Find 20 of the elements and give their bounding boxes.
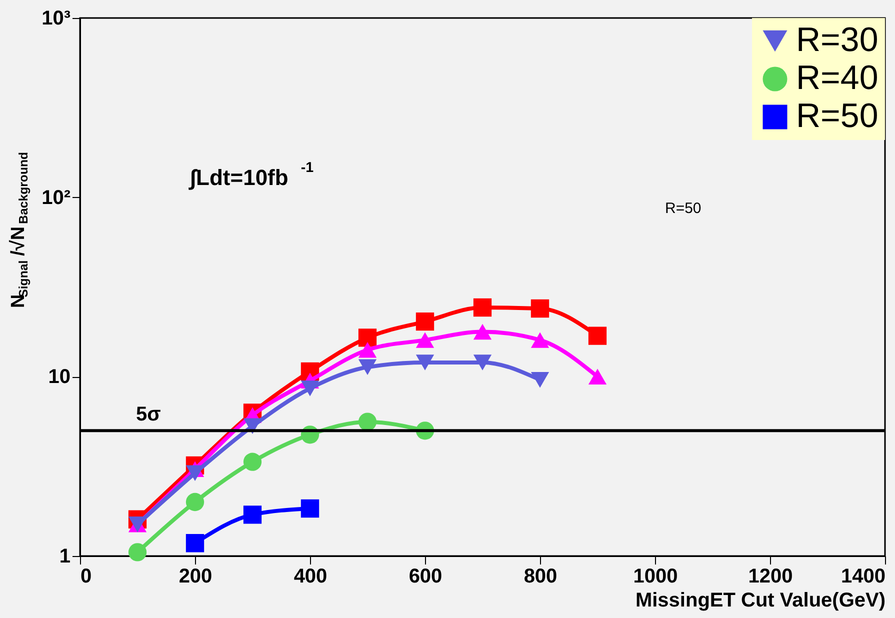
x-tick-label: 600: [408, 566, 442, 588]
x-tick-label: 1200: [748, 566, 793, 588]
legend-label: R=40: [796, 59, 878, 97]
x-tick-label: 200: [178, 566, 212, 588]
legend-label: R=50: [796, 97, 878, 135]
x-tick-label: 1000: [633, 566, 678, 588]
y-tick-label: 1: [59, 546, 70, 568]
y-tick-label: 10³: [42, 8, 71, 30]
x-axis-title: MissingET Cut Value(GeV): [635, 590, 886, 612]
y-axis-title: NSignal/√NBackground: [8, 152, 31, 308]
legend-label: R=30: [796, 21, 878, 59]
x-tick-label: 400: [294, 566, 328, 588]
annotation: ∫Ldt=10fb-1: [188, 160, 314, 190]
x-tick-label: 800: [524, 566, 558, 588]
x-tick-label: 0: [80, 566, 92, 588]
y-tick-label: 10²: [42, 186, 71, 209]
y-tick-label: 10: [48, 366, 70, 388]
annotation: R=50: [665, 200, 702, 217]
x-tick-label: 1400: [841, 566, 886, 588]
ref-line-label: 5σ: [136, 404, 162, 426]
